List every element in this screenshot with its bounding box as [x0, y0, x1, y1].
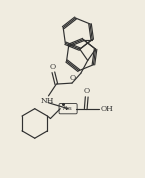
Text: O: O [84, 87, 90, 95]
Text: OH: OH [100, 105, 113, 113]
FancyBboxPatch shape [59, 104, 77, 114]
Text: Abs: Abs [63, 106, 73, 111]
Text: O: O [70, 74, 76, 82]
Text: NH: NH [41, 97, 54, 105]
Text: O: O [49, 63, 55, 71]
